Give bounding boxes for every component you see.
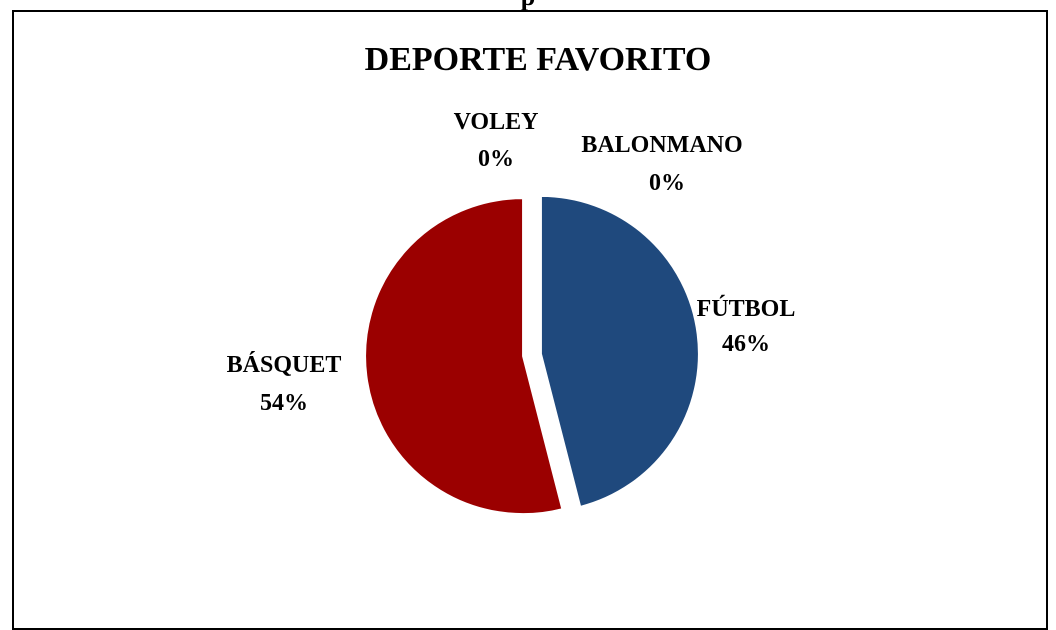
label-balonmano-name: BALONMANO <box>581 132 742 158</box>
pie-slice-futbol <box>539 194 700 509</box>
label-basquet-value: 54% <box>260 390 308 416</box>
label-voley-name: VOLEY <box>454 109 539 135</box>
label-futbol-value: 46% <box>722 331 770 357</box>
pie-chart: DEPORTE FAVORITO VOLEY 0% BALONMANO 0% F… <box>227 41 796 516</box>
page-header: p <box>0 0 1056 12</box>
chart-title: DEPORTE FAVORITO <box>365 41 712 78</box>
label-balonmano-value: 0% <box>649 170 685 196</box>
pie-slice-basquet <box>364 197 564 516</box>
pie-slices <box>364 194 700 516</box>
label-voley-value: 0% <box>478 146 514 172</box>
label-basquet-name: BÁSQUET <box>227 352 342 378</box>
chart-frame: DEPORTE FAVORITO VOLEY 0% BALONMANO 0% F… <box>12 10 1048 630</box>
label-futbol-name: FÚTBOL <box>697 296 796 322</box>
